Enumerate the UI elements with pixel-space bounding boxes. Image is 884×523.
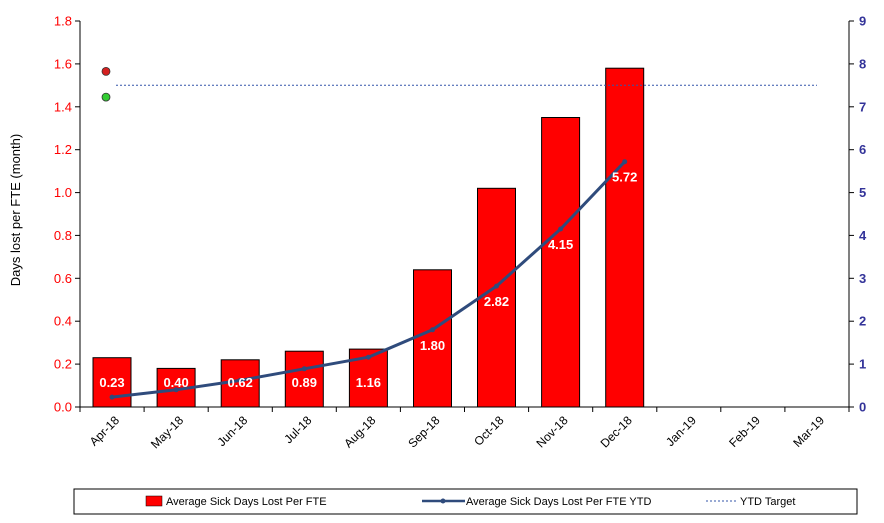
x-tick-label: Feb-19 xyxy=(726,413,763,450)
data-labels: 0.23 0.40 0.62 0.89 1.16 1.80 2.82 4.15 5.72 xyxy=(99,170,637,390)
bar-series xyxy=(92,67,645,408)
x-tick-label: Mar-19 xyxy=(790,413,827,450)
ytd-data-label: 0.40 xyxy=(163,375,188,390)
x-tick-label: Apr-18 xyxy=(87,413,123,449)
legend-target-label: YTD Target xyxy=(740,496,795,508)
ytd-point xyxy=(494,283,499,289)
legend-bar-swatch xyxy=(145,495,163,507)
y-left-tick-label: 0.6 xyxy=(54,271,72,286)
y-right-tick-label: 7 xyxy=(859,99,866,114)
y-left-tick-label: 0.0 xyxy=(54,400,72,415)
x-tick-label: Nov-18 xyxy=(533,413,570,450)
ytd-point xyxy=(109,394,115,400)
y-left-tick-label: 0.2 xyxy=(54,357,72,372)
y-left-tick-label: 0.4 xyxy=(54,314,72,329)
y-left-tick-label: 1.6 xyxy=(54,56,72,71)
x-tick-label: Sep-18 xyxy=(405,413,442,450)
x-tick-label: Jan-19 xyxy=(663,413,699,449)
x-tick-label: Aug-18 xyxy=(341,413,378,450)
status-dot-green xyxy=(101,92,111,102)
y-left-tick-label: 1.4 xyxy=(54,99,72,114)
x-tick-label: Dec-18 xyxy=(598,413,635,450)
ytd-point xyxy=(430,327,435,333)
bar-jul-18 xyxy=(284,350,324,408)
x-tick-label: May-18 xyxy=(148,413,186,451)
ytd-data-label: 0.89 xyxy=(292,375,317,390)
y-right-tick-label: 0 xyxy=(859,400,866,415)
ytd-line-series xyxy=(109,159,628,400)
y-right-tick-label: 1 xyxy=(859,357,866,372)
y-right-tick-label: 2 xyxy=(859,314,866,329)
ytd-point xyxy=(365,354,371,360)
y-left-tick-label: 1.0 xyxy=(54,185,72,200)
y-right-tick-label: 5 xyxy=(859,185,866,200)
legend: Average Sick Days Lost Per FTE Average S… xyxy=(73,488,858,515)
bar-nov-18 xyxy=(541,117,581,408)
y-axis-title: Days lost per FTE (month) xyxy=(8,134,23,286)
y-right-tick-label: 4 xyxy=(859,228,867,243)
y-right-tick-label: 6 xyxy=(859,142,866,157)
ytd-point xyxy=(301,366,307,372)
ytd-data-label: 1.16 xyxy=(356,375,381,390)
y-right-tick-label: 3 xyxy=(859,271,866,286)
ytd-data-label: 0.23 xyxy=(99,375,124,390)
ytd-data-label: 2.82 xyxy=(484,294,509,309)
y-left-tick-label: 1.2 xyxy=(54,142,72,157)
x-tick-label: Jul-18 xyxy=(281,413,314,446)
ytd-data-label: 5.72 xyxy=(612,170,637,185)
y-left-tick-label: 0.8 xyxy=(54,228,72,243)
status-dot-red xyxy=(101,67,111,76)
legend-line-marker xyxy=(440,498,446,504)
ytd-point xyxy=(558,226,564,232)
ytd-point xyxy=(173,387,179,393)
x-tick-label: Oct-18 xyxy=(471,413,507,449)
legend-line-label: Average Sick Days Lost Per FTE YTD xyxy=(466,496,651,508)
y-left-tick-label: 1.8 xyxy=(54,14,72,29)
bar-dec-18 xyxy=(605,67,645,408)
y-right-tick-label: 8 xyxy=(859,56,866,71)
status-indicators xyxy=(101,67,111,102)
x-tick-label: Jun-18 xyxy=(214,413,250,449)
ytd-data-label: 1.80 xyxy=(420,338,445,353)
ytd-point xyxy=(237,377,243,383)
ytd-point xyxy=(622,159,628,165)
legend-bar-label: Average Sick Days Lost Per FTE xyxy=(166,496,327,508)
y-right-tick-label: 9 xyxy=(859,14,866,29)
ytd-data-label: 0.62 xyxy=(228,375,253,390)
ytd-data-label: 4.15 xyxy=(548,237,573,252)
